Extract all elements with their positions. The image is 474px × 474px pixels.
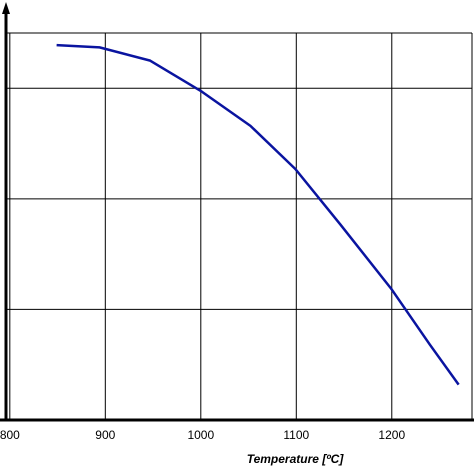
line-series: [56, 43, 460, 386]
x-tick-label: 1100: [283, 428, 309, 442]
y-axis-arrow: [2, 2, 10, 14]
x-tick-label: 800: [0, 428, 20, 442]
x-tick-label: 1200: [378, 428, 405, 442]
x-tick-label: 1000: [187, 428, 214, 442]
x-tick-label: 900: [95, 428, 115, 442]
x-axis-label: Temperature [ºC]: [247, 452, 345, 466]
